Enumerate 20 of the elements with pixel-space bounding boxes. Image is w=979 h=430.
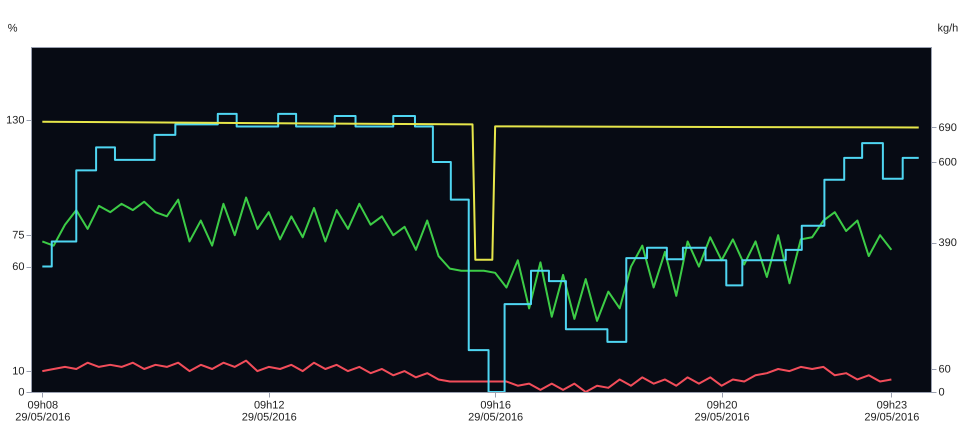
y-axis-title: % [8,22,18,34]
y2-tick-label: 0 [938,386,945,398]
line-series [41,196,892,322]
y-tick-label: 130 [6,114,24,127]
y2-tick-label: 390 [938,237,957,249]
x-tick-label: 09h08 29/05/2016 [15,400,70,424]
y-tick-label: 75 [12,230,24,242]
x-tick-label: 09h23 29/05/2016 [864,400,920,424]
x-tick-label: 09h12 29/05/2016 [242,400,297,424]
x-tick-label: 09h16 29/05/2016 [468,400,524,424]
y-tick-label: 10 [12,366,24,378]
y2-axis-title: kg/h [938,22,958,34]
line-series [41,120,920,261]
line-series [41,360,892,392]
y2-tick-label: 690 [938,122,957,134]
y-tick-label: 0 [18,386,24,398]
y2-tick-label: 600 [938,156,957,168]
y-tick-label: 60 [12,261,24,274]
y2-tick-label: 60 [938,364,951,376]
x-tick-label: 09h20 29/05/2016 [694,400,750,424]
